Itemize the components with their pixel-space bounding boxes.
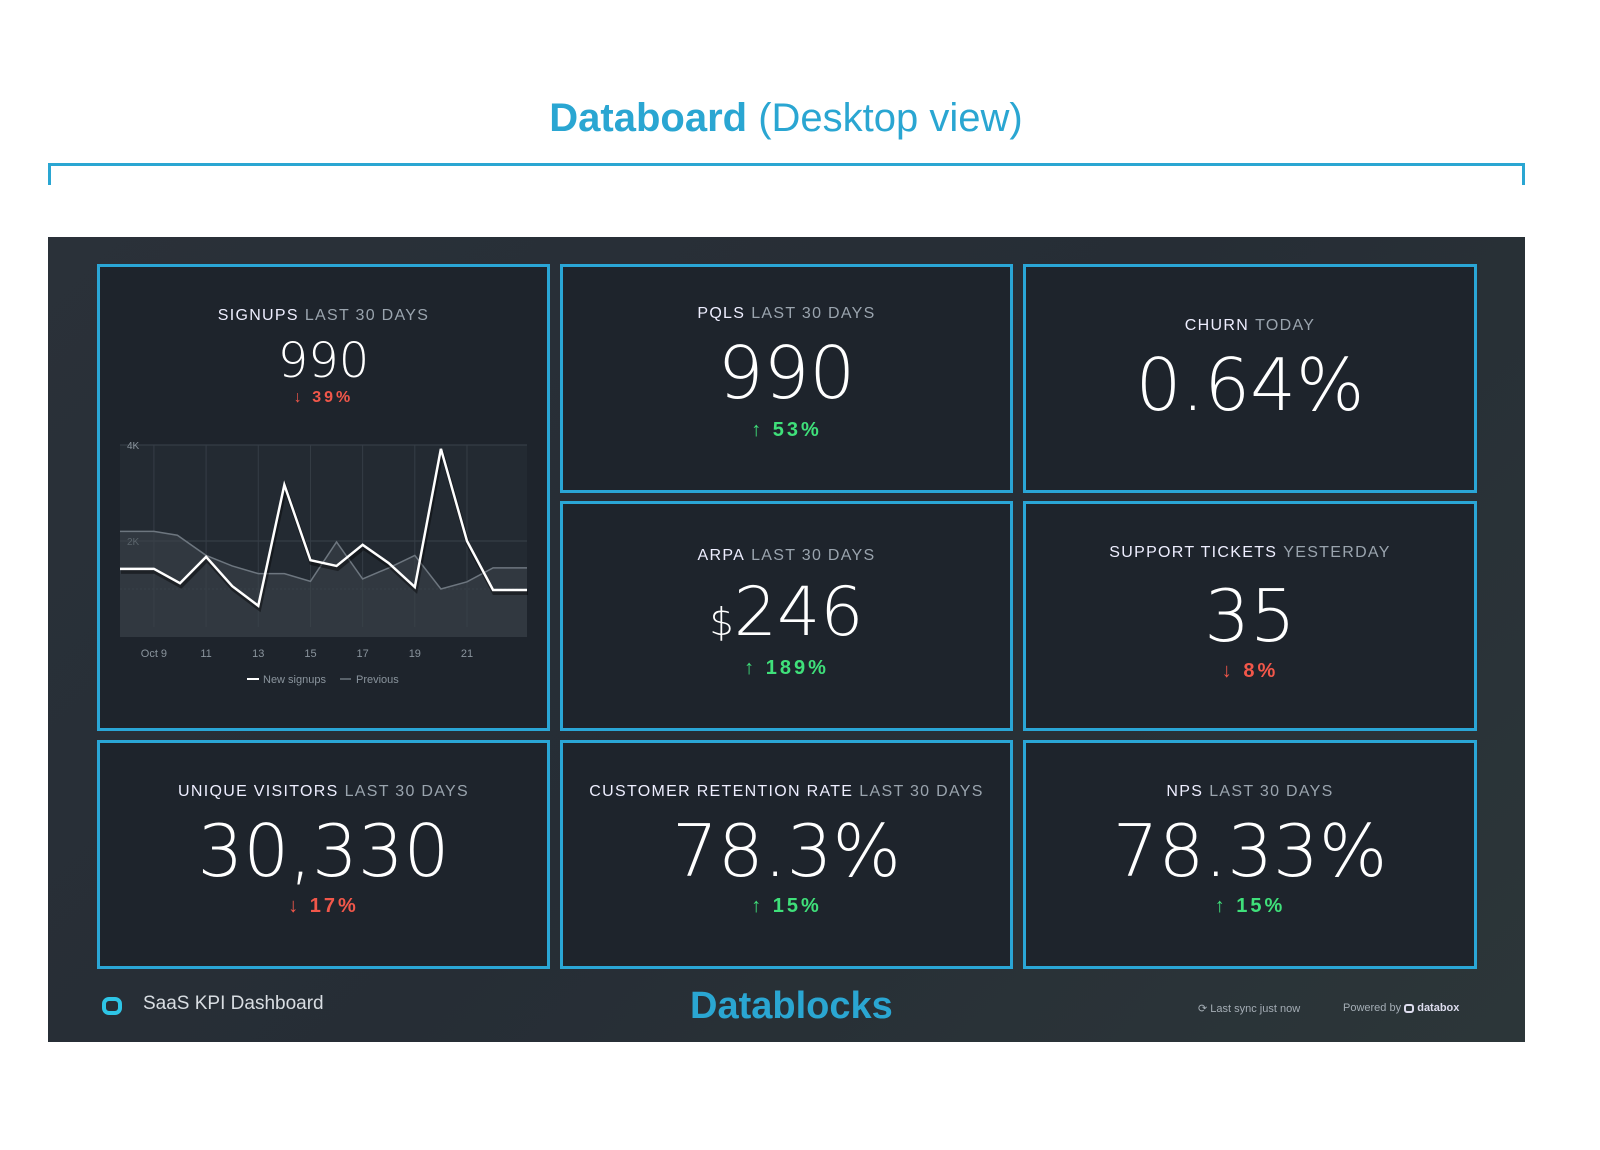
powered-by: Powered by databox: [1343, 1002, 1460, 1014]
brand-datablocks: Datablocks: [690, 985, 893, 1027]
change-indicator: ↓ 39%: [293, 389, 354, 406]
series-new-signups-line: [120, 448, 527, 608]
legend-label-previous: Previous: [356, 674, 399, 686]
card-retention-rate[interactable]: CUSTOMER RETENTION RATE LAST 30 DAYS 78.3…: [560, 740, 1013, 969]
metric-value: 990: [277, 333, 370, 389]
x-tick-label: Oct 9: [141, 648, 167, 660]
card-arpa[interactable]: ARPA LAST 30 DAYS $246 ↑ 189%: [560, 501, 1013, 731]
y-tick-label: 4K: [127, 441, 140, 452]
bracket-divider: [48, 163, 1525, 185]
x-tick-label: 19: [409, 648, 421, 660]
x-tick-label: 13: [252, 648, 264, 660]
x-tick-label: 17: [357, 648, 369, 660]
card-churn[interactable]: CHURN TODAY 0.64%: [1023, 264, 1477, 493]
databox-small-logo-icon: [1404, 1003, 1415, 1013]
x-tick-label: 11: [200, 648, 211, 660]
sync-status[interactable]: ⟳ Last sync just now: [1198, 1003, 1301, 1015]
x-tick-label: 21: [461, 648, 473, 660]
dashboard-name: SaaS KPI Dashboard: [143, 993, 324, 1014]
refresh-icon: ⟳: [1198, 1003, 1208, 1015]
card-pqls[interactable]: PQLS LAST 30 DAYS 990 ↑ 53%: [560, 264, 1013, 493]
card-nps[interactable]: NPS LAST 30 DAYS 78.33% ↑ 15%: [1023, 740, 1477, 969]
series-previous-line: [120, 530, 527, 590]
x-tick-label: 15: [304, 648, 316, 660]
page-title: Databoard (Desktop view): [549, 96, 1023, 140]
databox-logo-icon: [102, 997, 122, 1015]
legend-label-new-signups: New signups: [263, 674, 326, 686]
card-support-tickets[interactable]: SUPPORT TICKETS YESTERDAY 35 ↓ 8%: [1023, 501, 1477, 731]
card-unique-visitors[interactable]: UNIQUE VISITORS LAST 30 DAYS 30,330 ↓ 17%: [97, 740, 550, 969]
series-previous-area: [120, 531, 527, 637]
